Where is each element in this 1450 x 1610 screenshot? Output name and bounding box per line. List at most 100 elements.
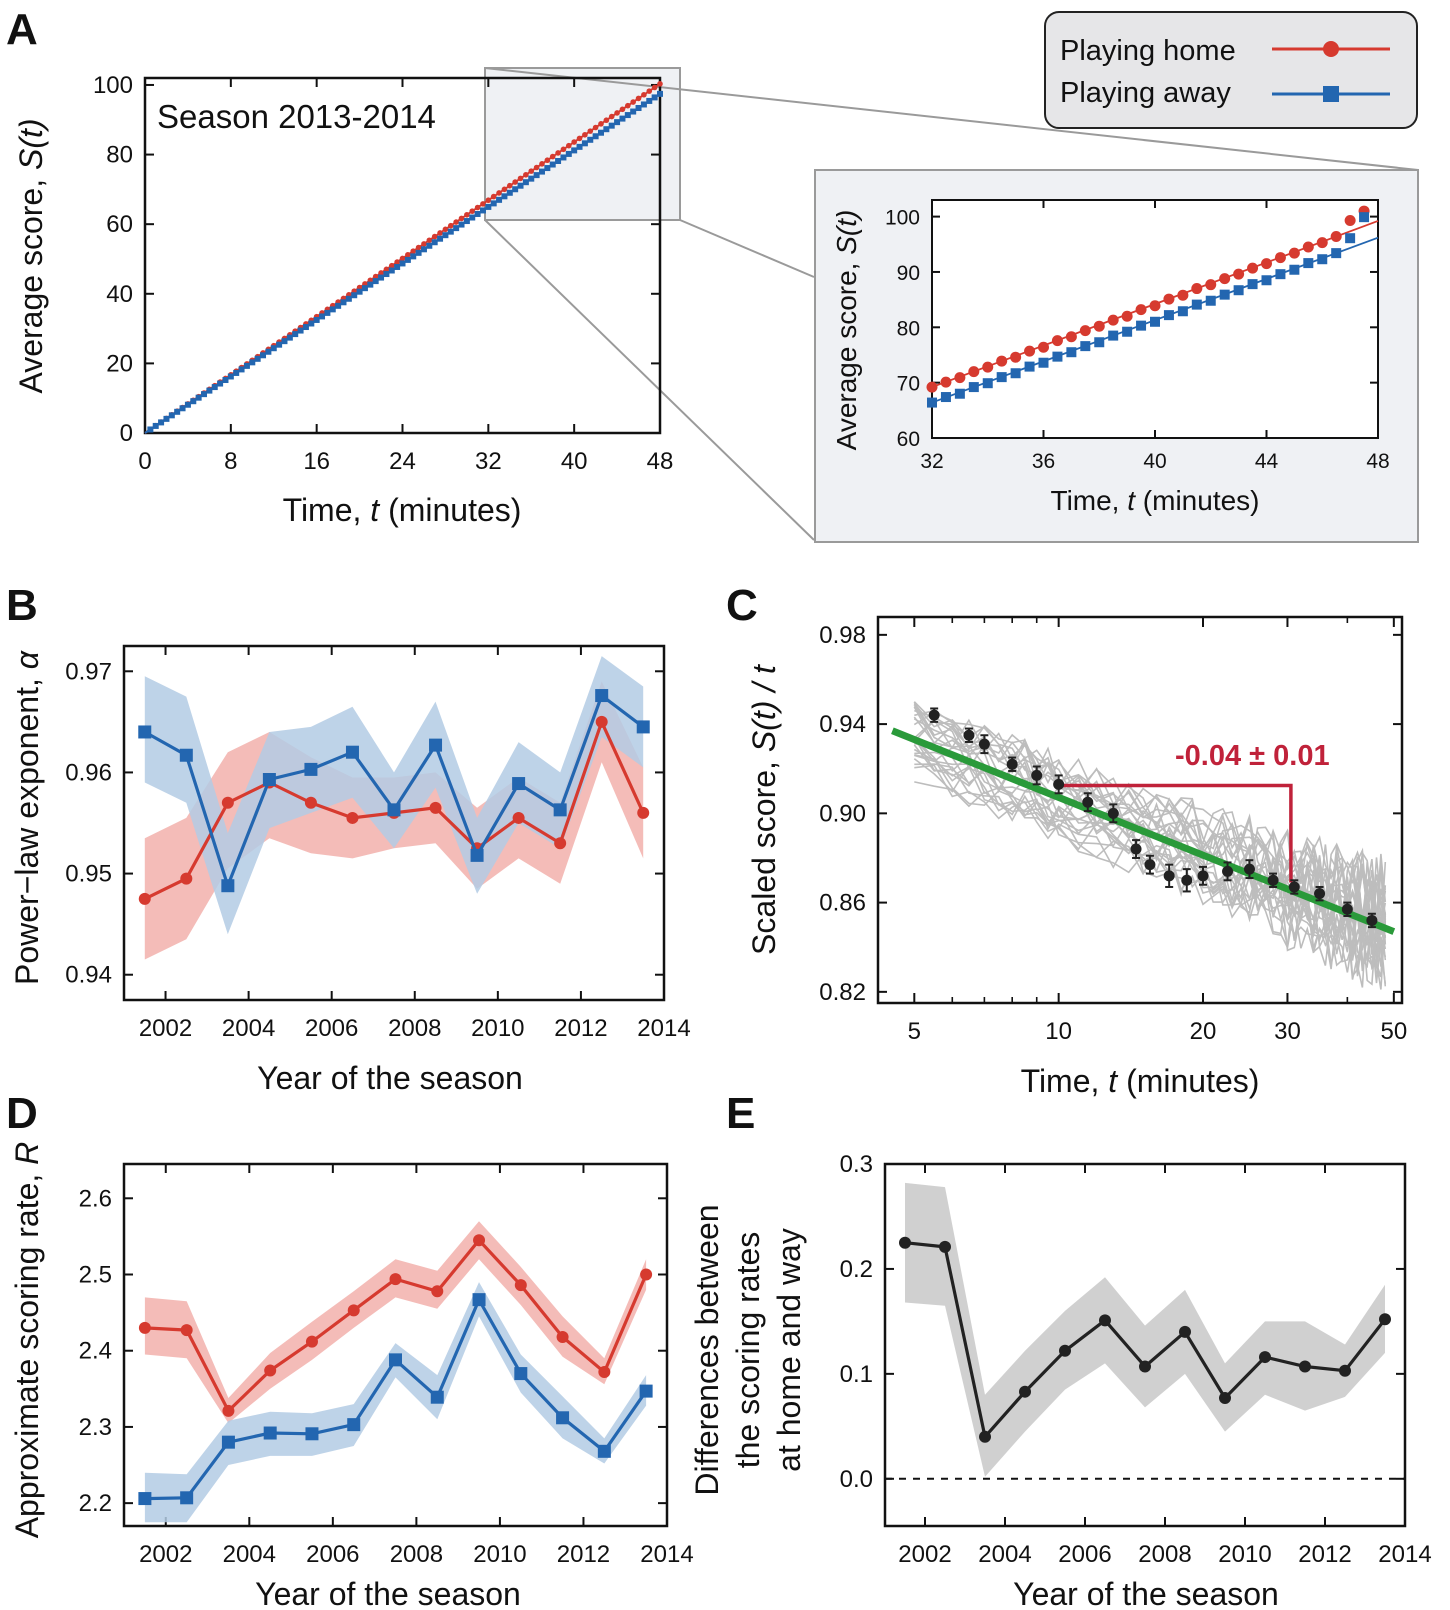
away-point bbox=[168, 412, 175, 419]
home-point bbox=[442, 226, 449, 233]
away-point bbox=[394, 263, 401, 270]
away-point bbox=[538, 168, 545, 175]
inset-away-point bbox=[927, 397, 937, 408]
y-tick-label: 100 bbox=[93, 72, 133, 99]
x-tick-label: 16 bbox=[303, 448, 330, 475]
home-point bbox=[431, 1285, 444, 1298]
away-point bbox=[458, 221, 465, 228]
mean-point bbox=[1144, 859, 1156, 871]
inset-away-point bbox=[1317, 254, 1328, 265]
away-point bbox=[619, 115, 626, 122]
inset-home-point bbox=[1163, 293, 1175, 305]
y-tick-label: 2.5 bbox=[79, 1262, 112, 1289]
y-axis-label-d: Approximate scoring rate, R bbox=[9, 1142, 45, 1539]
annotation-season: Season 2013-2014 bbox=[157, 98, 436, 135]
axis-ticks-e: 2002 2004 2006 2008 2010 2012 2014 0.0 0.1 0.2 0.3 bbox=[840, 1151, 1432, 1568]
difference-point bbox=[1259, 1351, 1271, 1364]
away-point bbox=[254, 355, 261, 362]
inset-home-point bbox=[1135, 304, 1147, 316]
x-axis-label-a: Time, t (minutes) bbox=[283, 492, 522, 528]
away-point bbox=[389, 1353, 402, 1367]
away-point bbox=[347, 1418, 361, 1432]
away-point bbox=[501, 193, 508, 200]
inset-home-point bbox=[1121, 310, 1133, 322]
trend-line bbox=[891, 727, 1396, 935]
axis-ticks-a: 0 8 16 24 32 40 48 0 20 40 60 80 100 bbox=[93, 72, 673, 475]
away-point bbox=[640, 101, 647, 108]
away-point bbox=[463, 218, 470, 225]
home-point bbox=[346, 811, 359, 824]
panel-c: C 5 10 20 30 50 0.82 0.86 0.90 0.94 0.98 -0.04 ± … bbox=[726, 581, 1407, 1099]
inset-home-point bbox=[1065, 331, 1077, 343]
y-axis-label-b: Power−law exponent, α bbox=[9, 650, 45, 985]
inset-away-point bbox=[1163, 310, 1174, 321]
inset-home-point bbox=[1079, 325, 1091, 337]
home-point bbox=[447, 222, 454, 229]
inset-series-marks bbox=[926, 205, 1379, 408]
home-point bbox=[305, 1335, 318, 1348]
home-point bbox=[576, 135, 583, 142]
home-point bbox=[180, 872, 193, 885]
home-point bbox=[473, 1234, 486, 1247]
inset-x-axis-label: Time, t (minutes) bbox=[1051, 485, 1260, 516]
inset-home-point bbox=[1051, 335, 1063, 347]
panel-letter-c: C bbox=[726, 581, 758, 630]
y-tick-label: 0.94 bbox=[65, 962, 112, 989]
away-point bbox=[190, 398, 197, 405]
panel-d: D 2002 2004 2006 2008 2010 2012 20142.22.32.42… bbox=[6, 1089, 694, 1610]
away-point bbox=[158, 419, 165, 426]
home-point bbox=[587, 128, 594, 134]
y-axis-label-a: Average score, S(t) bbox=[13, 118, 49, 393]
away-point bbox=[528, 175, 535, 182]
y-tick-label: 0.82 bbox=[819, 979, 866, 1006]
legend: Playing home Playing away bbox=[1044, 11, 1418, 129]
x-tick-label: 2008 bbox=[390, 1541, 443, 1568]
home-point bbox=[608, 113, 615, 120]
difference-point bbox=[979, 1430, 991, 1443]
away-point bbox=[292, 331, 299, 338]
away-point bbox=[297, 327, 304, 334]
mean-point bbox=[1341, 903, 1353, 915]
away-band bbox=[144, 656, 644, 935]
home-point bbox=[378, 270, 384, 276]
y-tick-label: 60 bbox=[897, 428, 920, 451]
inset-away-point bbox=[1289, 264, 1300, 275]
home-point bbox=[549, 153, 556, 160]
inset-home-point bbox=[1316, 237, 1328, 249]
difference-point bbox=[1179, 1325, 1191, 1338]
y-tick-label: 0.86 bbox=[819, 890, 866, 917]
away-point bbox=[490, 200, 497, 207]
y-axis-label-c: Scaled score, S(t) / t bbox=[746, 664, 782, 955]
plot-frame-d bbox=[122, 1162, 669, 1528]
mean-point bbox=[1366, 914, 1378, 926]
x-tick-label: 2010 bbox=[1218, 1541, 1271, 1568]
home-point bbox=[560, 146, 567, 153]
home-point bbox=[485, 197, 492, 204]
away-point bbox=[472, 1293, 486, 1307]
away-point bbox=[639, 1384, 653, 1398]
away-point bbox=[597, 1444, 611, 1458]
home-point bbox=[635, 95, 642, 102]
home-point bbox=[571, 139, 577, 145]
away-point bbox=[576, 143, 583, 150]
away-point bbox=[479, 207, 486, 214]
away-point bbox=[635, 105, 642, 112]
away-point bbox=[555, 157, 562, 164]
away-point bbox=[217, 380, 224, 387]
away-point bbox=[367, 281, 374, 288]
x-tick-label: 50 bbox=[1380, 1018, 1407, 1045]
home-point bbox=[388, 262, 395, 269]
away-point bbox=[324, 309, 331, 316]
away-point bbox=[470, 848, 484, 862]
x-tick-label: 44 bbox=[1255, 450, 1279, 473]
x-tick-label: 32 bbox=[920, 450, 943, 473]
home-point bbox=[383, 266, 390, 273]
x-tick-label: 10 bbox=[1045, 1018, 1072, 1045]
inset-home-point bbox=[926, 381, 938, 393]
y-tick-label: 40 bbox=[106, 281, 133, 308]
legend-marker-away bbox=[1323, 86, 1339, 102]
inset-home-point bbox=[1038, 341, 1049, 353]
away-point bbox=[265, 348, 272, 355]
y-tick-label: 0.98 bbox=[819, 622, 866, 649]
